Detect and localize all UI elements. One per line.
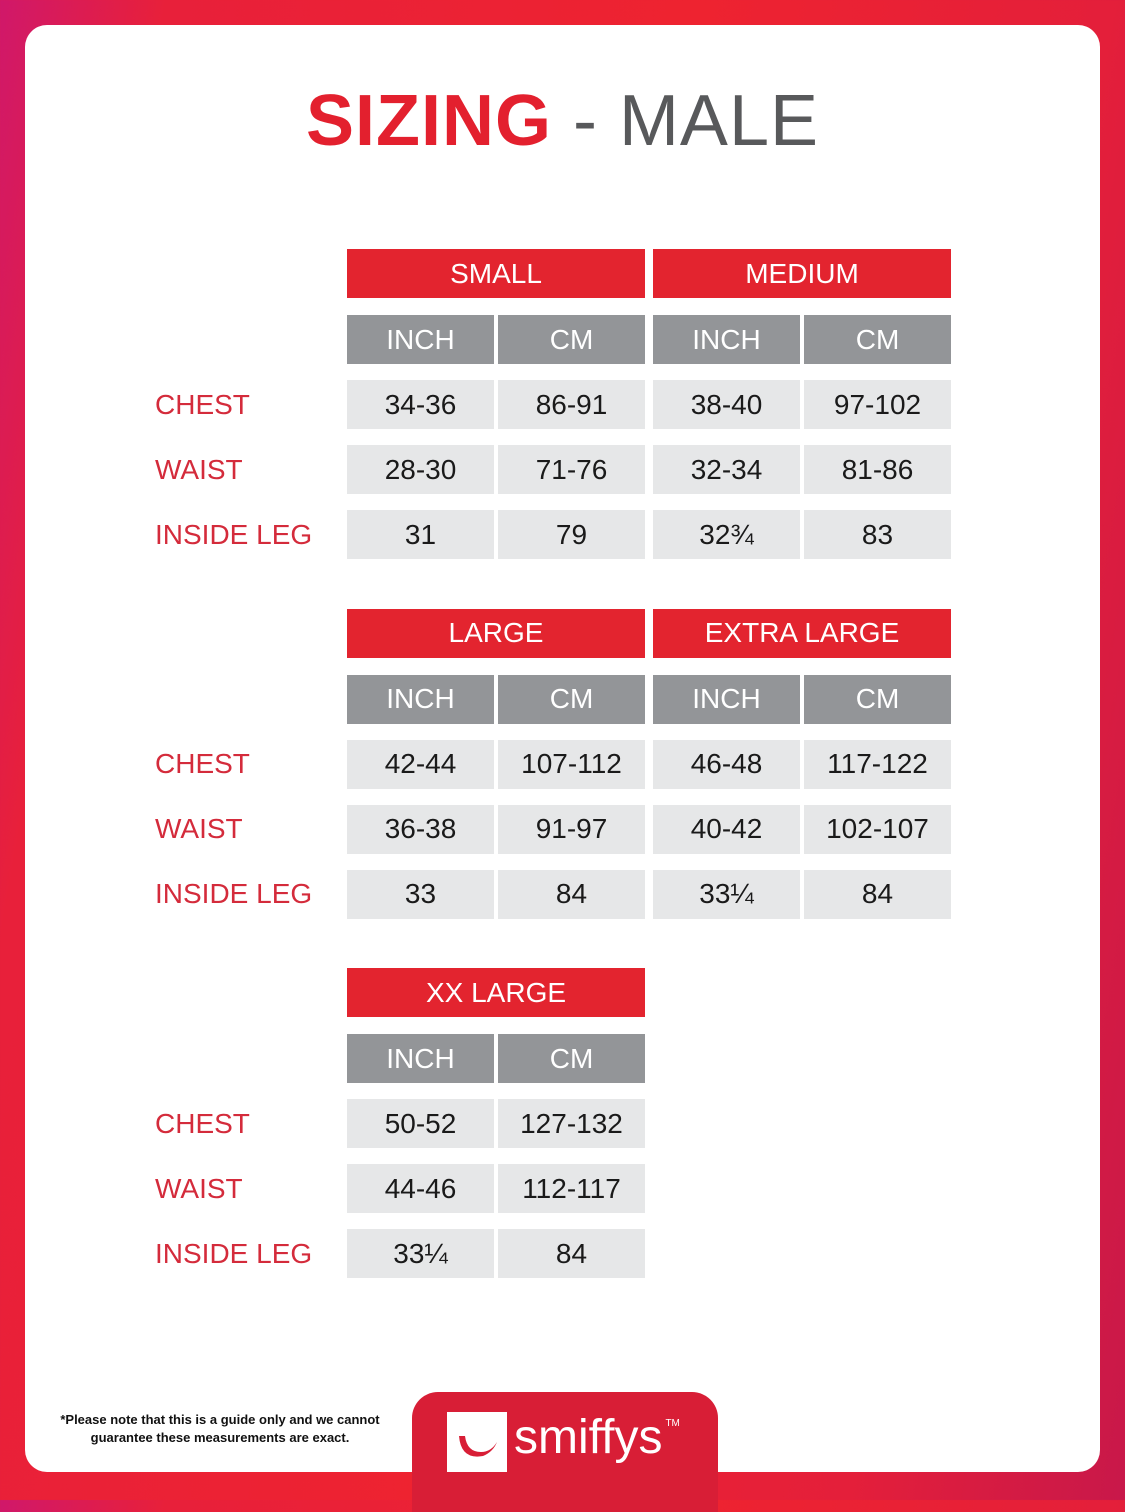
measurement-cell: 34-36	[347, 380, 494, 429]
size-header: MEDIUM	[653, 249, 951, 298]
measurement-cell: 42-44	[347, 739, 494, 789]
size-header: SMALL	[347, 249, 645, 298]
measurement-cell: 44-46	[347, 1164, 494, 1213]
measurement-cell: 83	[804, 510, 951, 559]
row-label: CHEST	[155, 748, 250, 779]
measurement-cell: 31	[347, 510, 494, 559]
measurement-cell: 112-117	[498, 1164, 645, 1213]
unit-header: CM	[498, 674, 645, 724]
unit-header: INCH	[653, 674, 800, 724]
measurement-cell: 84	[498, 1229, 645, 1278]
trademark: TM	[665, 1418, 680, 1429]
measurement-cell: 46-48	[653, 739, 800, 789]
unit-header: CM	[804, 674, 951, 724]
measurement-cell: 91-97	[498, 804, 645, 854]
row-label: WAIST	[155, 813, 243, 844]
measurement-cell: 33¼	[347, 1229, 494, 1278]
note-line: guarantee these measurements are exact.	[90, 1430, 350, 1445]
row-label: INSIDE LEG	[155, 878, 313, 909]
unit-header: INCH	[347, 1034, 494, 1083]
measurement-cell: 97-102	[804, 380, 951, 429]
row-label: WAIST	[155, 453, 243, 485]
measurement-cell: 33	[347, 869, 494, 919]
measurement-cell: 102-107	[804, 804, 951, 854]
unit-header: INCH	[347, 315, 494, 364]
measurement-cell: 38-40	[653, 380, 800, 429]
disclaimer-note: *Please note that this is a guide only a…	[40, 1411, 400, 1447]
measurement-cell: 107-112	[498, 739, 645, 789]
row-label: INSIDE LEG	[155, 518, 313, 550]
measurement-cell: 28-30	[347, 445, 494, 494]
title-main: SIZING	[305, 81, 552, 161]
brand-logo-group: smiffys TM	[514, 1408, 680, 1468]
unit-header: CM	[498, 1034, 645, 1083]
measurement-cell: 127-132	[498, 1099, 645, 1148]
unit-header: INCH	[653, 315, 800, 364]
unit-header: CM	[498, 315, 645, 364]
smile-logo-icon	[447, 1412, 507, 1472]
row-label: INSIDE LEG	[155, 1237, 313, 1269]
measurement-cell: 32-34	[653, 445, 800, 494]
size-header: LARGE	[347, 608, 645, 658]
measurement-cell: 86-91	[498, 380, 645, 429]
size-header: XX LARGE	[347, 968, 645, 1017]
measurement-cell: 40-42	[653, 804, 800, 854]
measurement-cell: 33¼	[653, 869, 800, 919]
unit-header: INCH	[347, 674, 494, 724]
measurement-cell: 32¾	[653, 510, 800, 559]
brand-logo: smiffys	[514, 1411, 663, 1464]
measurement-cell: 79	[498, 510, 645, 559]
measurement-cell: 50-52	[347, 1099, 494, 1148]
unit-header: CM	[804, 315, 951, 364]
measurement-cell: 36-38	[347, 804, 494, 854]
measurement-cell: 84	[804, 869, 951, 919]
title-sub: - MALE	[551, 81, 820, 161]
measurement-cell: 117-122	[804, 739, 951, 789]
measurement-cell: 84	[498, 869, 645, 919]
row-label: CHEST	[155, 388, 250, 420]
note-line: *Please note that this is a guide only a…	[60, 1412, 380, 1427]
size-header: EXTRA LARGE	[653, 608, 951, 658]
row-label: CHEST	[155, 1107, 250, 1139]
page-title: SIZING - MALE	[0, 80, 1125, 162]
measurement-cell: 81-86	[804, 445, 951, 494]
row-label: WAIST	[155, 1172, 243, 1204]
measurement-cell: 71-76	[498, 445, 645, 494]
